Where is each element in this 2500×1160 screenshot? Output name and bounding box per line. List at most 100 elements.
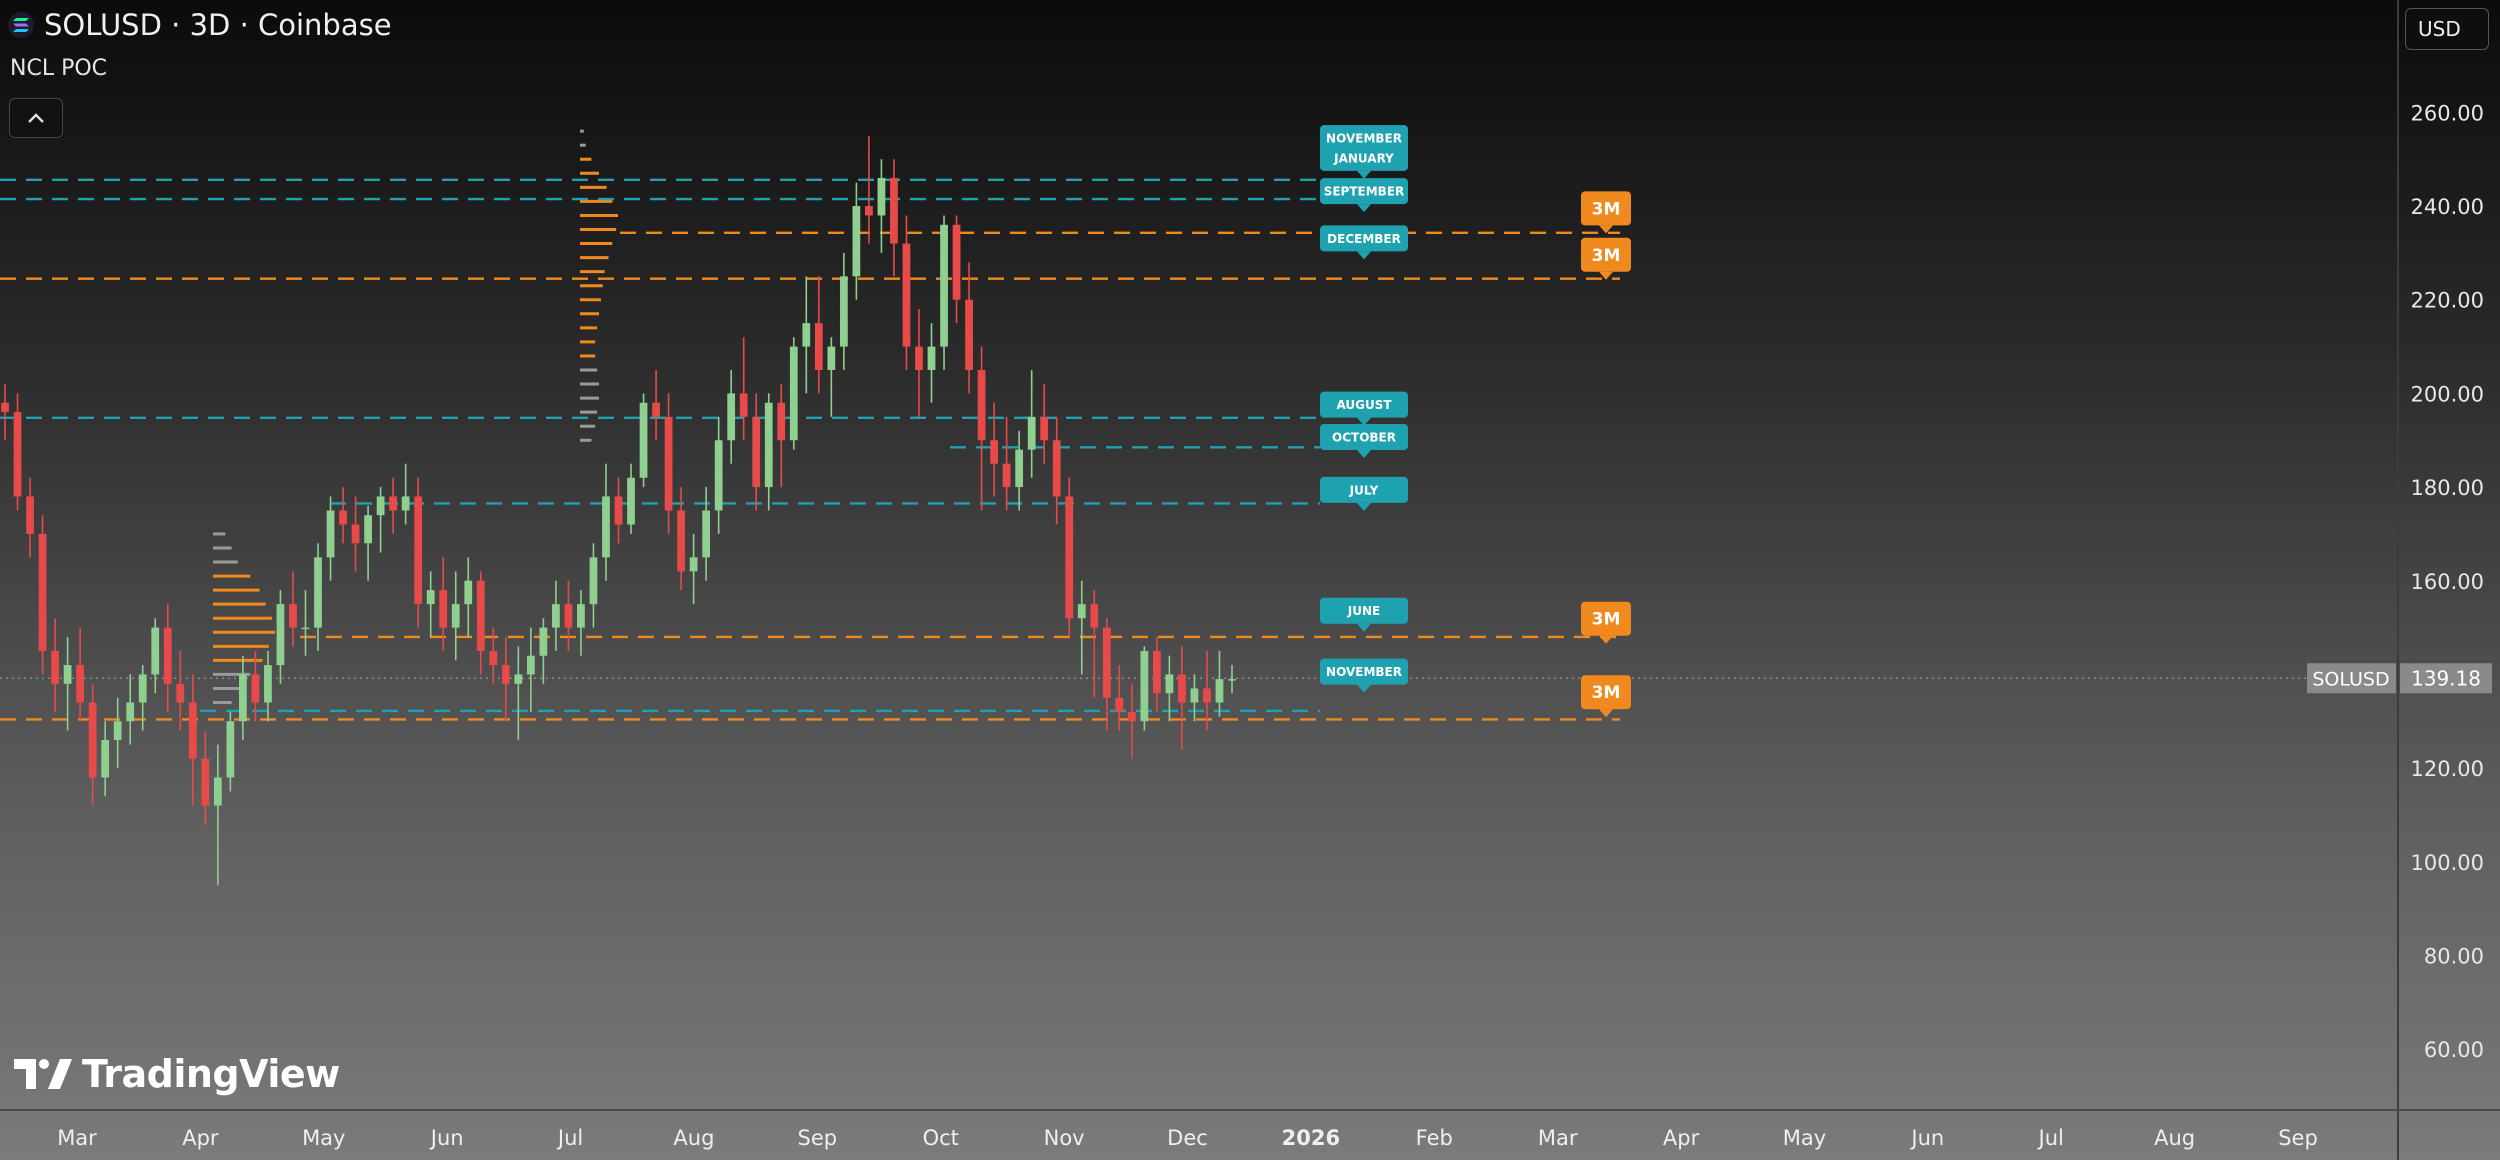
level-label: NOVEMBER xyxy=(1320,658,1408,693)
candle-body xyxy=(927,346,936,370)
candle xyxy=(38,515,47,675)
candle xyxy=(877,159,886,253)
candle-body xyxy=(652,402,660,417)
level-label-pointer xyxy=(1357,251,1371,260)
candle xyxy=(1015,430,1024,511)
candle-body xyxy=(940,224,948,347)
candle-body xyxy=(489,651,498,666)
candle xyxy=(639,393,648,488)
symbol-header[interactable]: SOLUSD · 3D · Coinbase xyxy=(8,8,392,42)
candle-body xyxy=(13,412,22,497)
candle xyxy=(1115,665,1124,731)
level-label-pointer xyxy=(1357,684,1371,693)
candle-body xyxy=(439,590,448,628)
candle-body xyxy=(351,524,360,544)
candle xyxy=(289,571,297,647)
candle-body xyxy=(689,557,698,572)
time-tick-label: Jul xyxy=(2037,1126,2064,1150)
candle-body xyxy=(702,510,711,558)
level-label-pointer xyxy=(1357,417,1371,426)
candle xyxy=(376,487,385,553)
level-label-text: JULY xyxy=(1349,483,1379,497)
candle xyxy=(865,135,873,244)
candle xyxy=(577,590,585,656)
candle xyxy=(915,309,923,417)
price-tick-label: 60.00 xyxy=(2424,1038,2484,1062)
candle-body xyxy=(414,496,423,605)
level-label-text: SEPTEMBER xyxy=(1324,185,1405,199)
level-label: AUGUST xyxy=(1320,391,1408,426)
level-label: NOVEMBER xyxy=(1320,125,1408,160)
candle-body xyxy=(739,393,748,417)
level-label-box xyxy=(1320,423,1408,450)
candle xyxy=(664,393,673,534)
candle xyxy=(589,543,598,628)
candle-body xyxy=(376,496,385,516)
candle-body xyxy=(1152,651,1161,694)
candle xyxy=(13,393,22,511)
candle-body xyxy=(76,665,85,703)
candle xyxy=(977,346,986,511)
candle xyxy=(1,384,9,441)
candle xyxy=(602,463,610,581)
candle-body xyxy=(714,440,723,511)
candle xyxy=(564,580,573,652)
candle xyxy=(1065,477,1074,637)
candle-body xyxy=(1228,679,1236,681)
level-label-text: 3M xyxy=(1592,610,1621,630)
candle-body xyxy=(1,402,9,413)
time-tick-label: Dec xyxy=(1167,1126,1208,1150)
candle xyxy=(1203,651,1211,731)
candle-body xyxy=(339,510,347,525)
candle-body xyxy=(814,323,823,370)
candle xyxy=(789,337,798,450)
level-label-text: JUNE xyxy=(1347,604,1380,618)
level-label-text: NOVEMBER xyxy=(1326,665,1402,679)
indicator-label[interactable]: NCL POC xyxy=(10,56,108,81)
level-label-box xyxy=(1320,476,1408,503)
candle xyxy=(1140,646,1149,731)
candle-body xyxy=(464,580,473,605)
level-label: JUNE xyxy=(1320,597,1408,632)
candle xyxy=(514,646,523,740)
candle xyxy=(890,159,898,277)
candle-body xyxy=(314,557,322,628)
chevron-up-icon xyxy=(28,113,44,123)
candle-body xyxy=(1015,449,1024,488)
candle-body xyxy=(1140,651,1149,722)
candle xyxy=(51,618,59,712)
candle-body xyxy=(1065,496,1074,619)
candle xyxy=(176,651,185,731)
last-price-value-box xyxy=(2400,663,2492,694)
candle-body xyxy=(539,627,548,656)
candle-body xyxy=(113,721,122,740)
candle xyxy=(739,337,748,441)
candle xyxy=(464,557,473,637)
candle-body xyxy=(1027,416,1036,450)
candle-body xyxy=(188,702,197,759)
candle-body xyxy=(902,243,911,347)
collapse-button[interactable] xyxy=(9,98,63,138)
candle-body xyxy=(501,665,510,684)
candle xyxy=(727,370,736,464)
level-label: JULY xyxy=(1320,476,1408,511)
candle xyxy=(451,571,460,661)
candle xyxy=(113,697,122,769)
time-tick-label: Sep xyxy=(2278,1126,2318,1150)
level-label: SEPTEMBER xyxy=(1320,178,1408,213)
candle-body xyxy=(1165,674,1174,694)
candle-body xyxy=(839,276,848,347)
price-tick-label: 240.00 xyxy=(2411,195,2484,219)
candle-body xyxy=(301,627,310,630)
currency-selector[interactable]: USD xyxy=(2405,8,2489,50)
candle xyxy=(652,370,660,441)
candle-body xyxy=(852,206,861,277)
candle-body xyxy=(289,604,297,628)
level-label-box xyxy=(1320,178,1408,205)
candle xyxy=(627,463,635,534)
logo-text: TradingView xyxy=(82,1052,340,1096)
candle-body xyxy=(251,674,260,703)
level-label-box xyxy=(1320,125,1408,152)
candle-body xyxy=(201,758,210,806)
